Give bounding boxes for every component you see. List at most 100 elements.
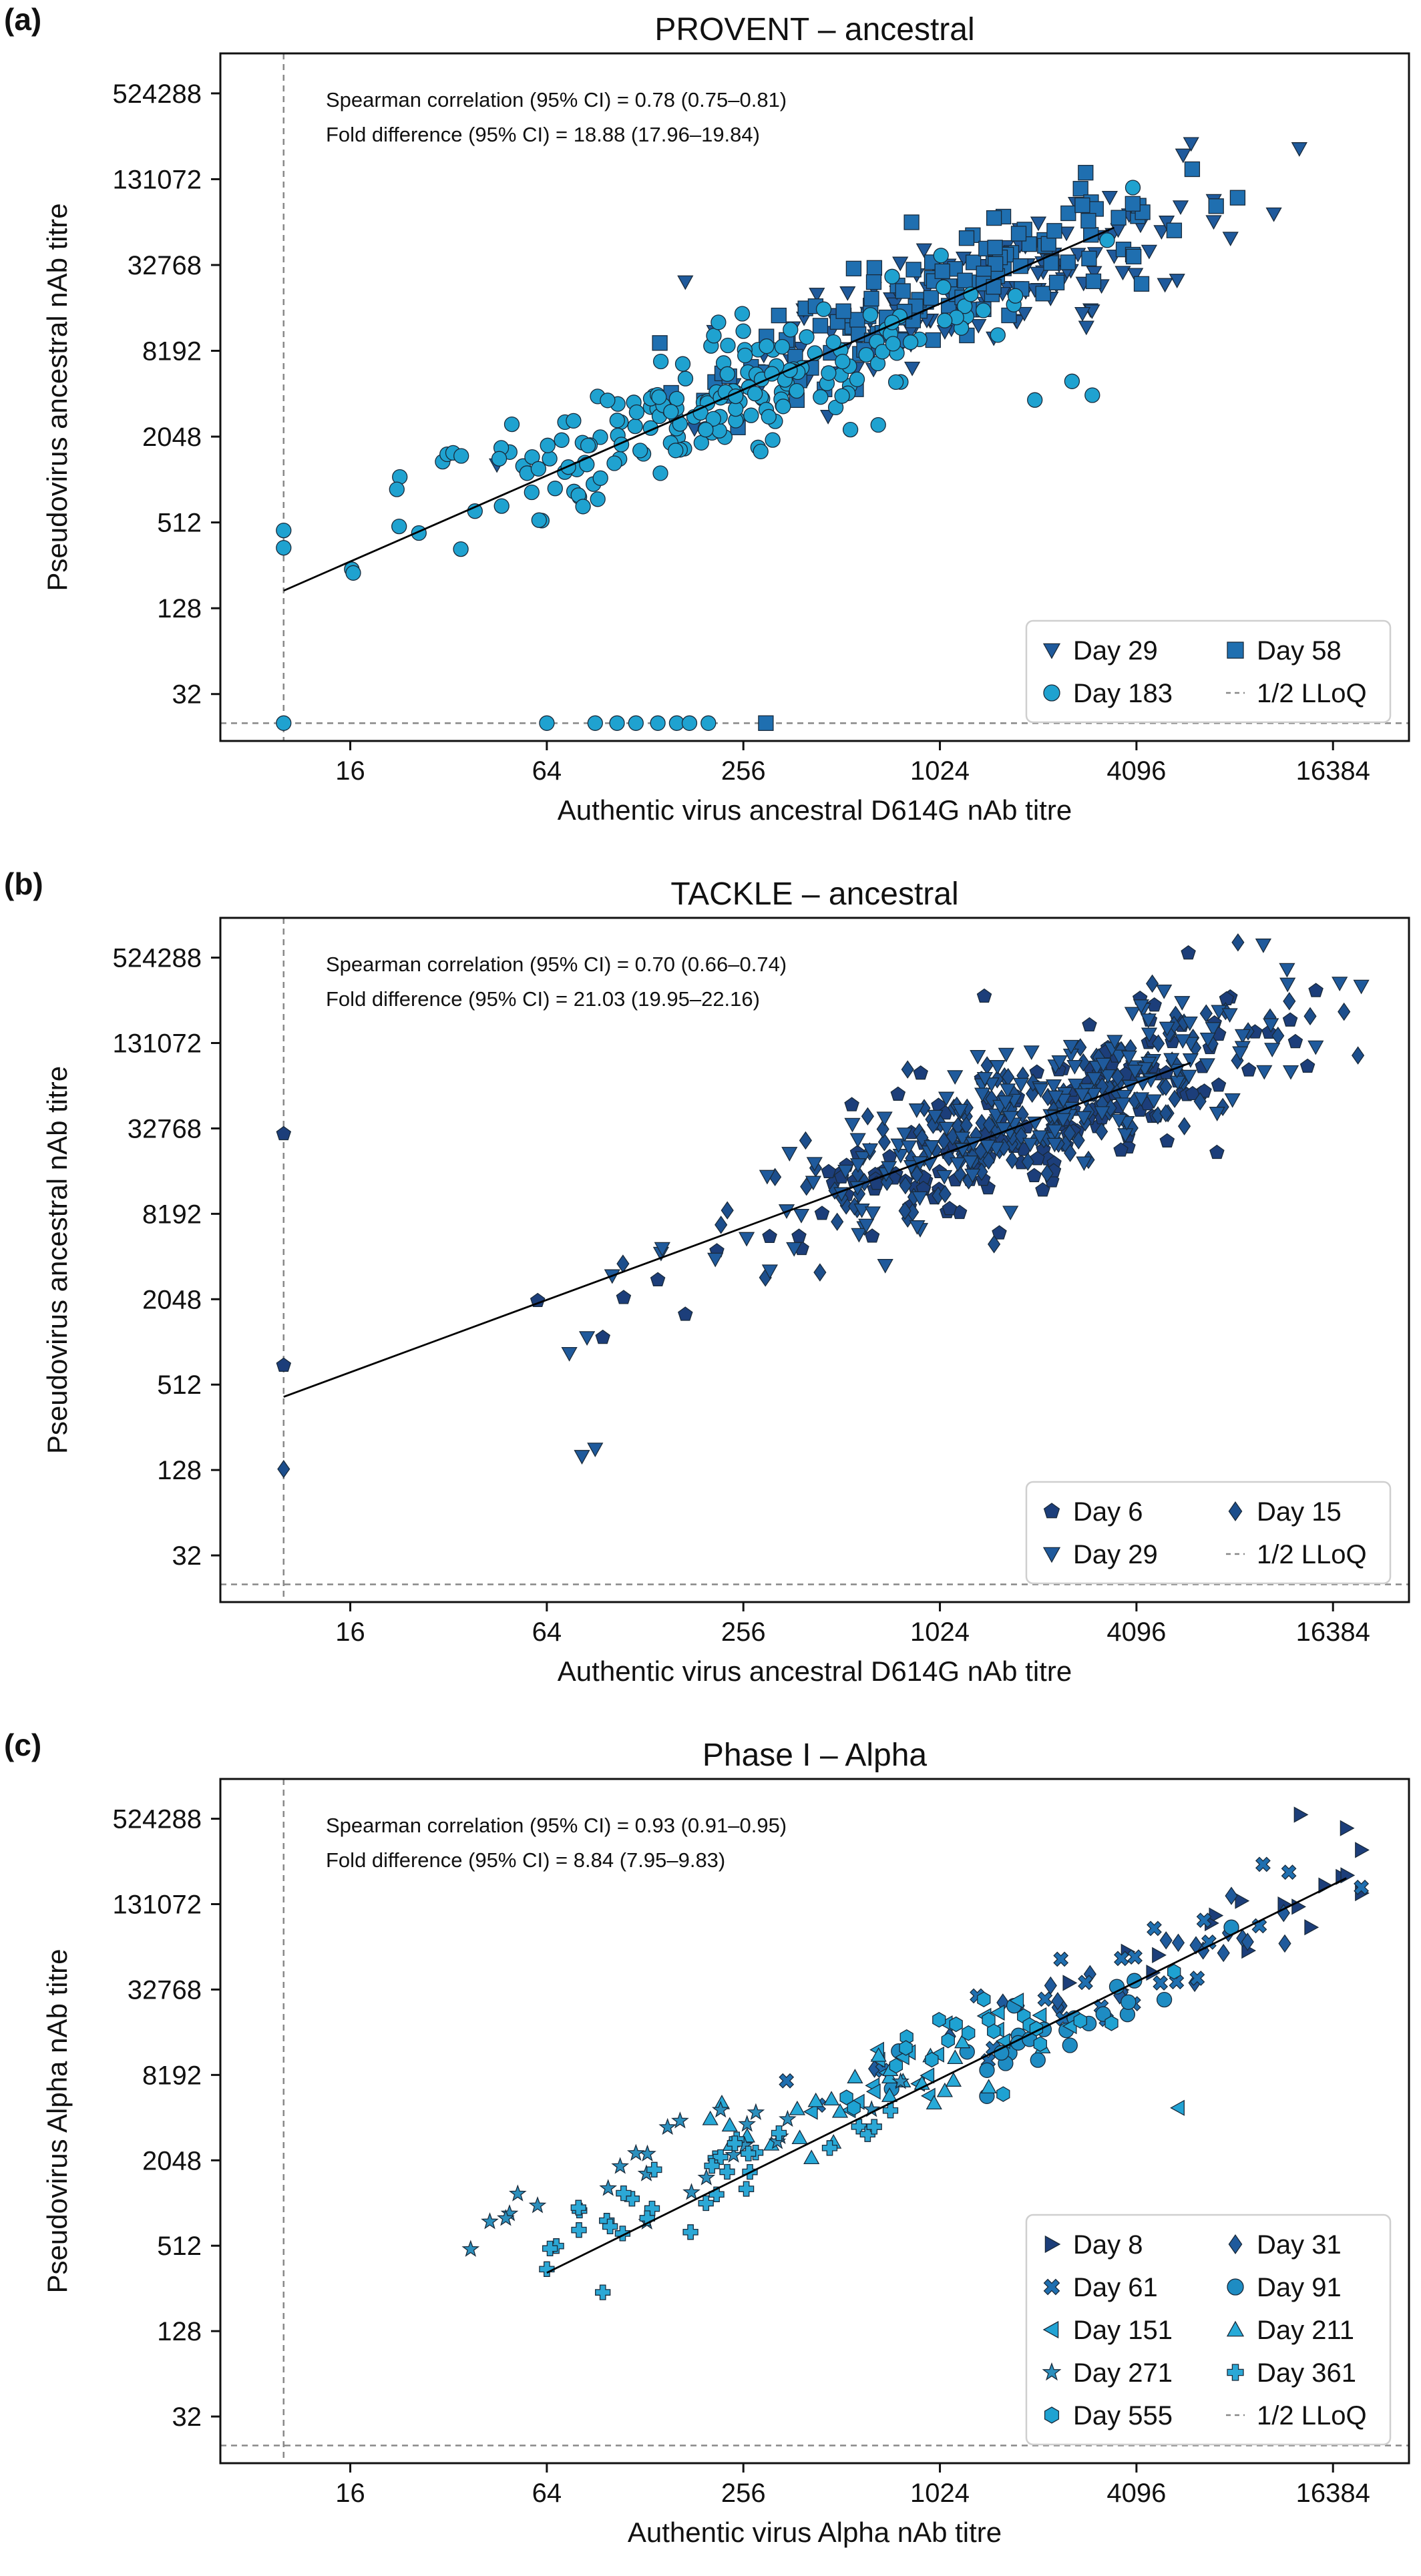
data-point (976, 1071, 994, 1087)
data-point (554, 432, 570, 448)
data-point (1181, 1069, 1197, 1085)
panel-3: (c) Phase I – Alpha 16 64 256 1024 4096 16384 32… (4, 1728, 1410, 2548)
data-point (651, 389, 667, 405)
data-point (1278, 1934, 1291, 1953)
data-point (1078, 1975, 1093, 1991)
stat-annotation: Fold difference (95% CI) = 8.84 (7.95–9.… (326, 1848, 725, 1872)
data-point (1095, 2006, 1111, 2022)
legend-label: Day 555 (1073, 2401, 1173, 2430)
data-point (681, 715, 698, 731)
data-point (1133, 276, 1150, 292)
data-point (925, 332, 941, 348)
data-point (1006, 1151, 1019, 1170)
data-point (677, 275, 694, 290)
data-point (1046, 1137, 1063, 1153)
y-axis-label: Pseudovirus ancestral nAb titre (41, 203, 73, 591)
data-point (874, 344, 891, 360)
y-axis-label: Pseudovirus Alpha nAb titre (41, 1949, 73, 2294)
data-point (839, 2089, 853, 2105)
data-point (895, 283, 911, 299)
data-point (1353, 979, 1370, 995)
data-point (775, 399, 791, 415)
data-point (1032, 2007, 1047, 2024)
data-point (905, 262, 922, 278)
data-point (1159, 1931, 1173, 1950)
data-point (861, 1143, 879, 1158)
x-tick-label: 4096 (1106, 2479, 1166, 2508)
data-point (706, 328, 722, 344)
data-point (870, 417, 886, 433)
data-point (779, 2073, 795, 2089)
legend-marker (1226, 2320, 1245, 2337)
data-point (1010, 226, 1027, 242)
data-point (899, 2040, 913, 2056)
data-point (932, 2012, 946, 2028)
data-point (870, 2047, 887, 2062)
data-point (1106, 1035, 1123, 1050)
series-day-555 (839, 1963, 1181, 2116)
data-point (1205, 215, 1222, 230)
y-tick-label: 32768 (128, 251, 202, 280)
data-point (938, 1184, 952, 1204)
legend-label: Day 29 (1073, 1540, 1158, 1569)
data-point (668, 443, 684, 459)
data-point (663, 404, 679, 420)
x-tick-label: 1024 (910, 2479, 970, 2508)
data-point (1080, 212, 1096, 229)
data-point (759, 338, 775, 354)
data-point (1125, 180, 1141, 196)
stat-annotation: Spearman correlation (95% CI) = 0.78 (0.… (326, 88, 787, 111)
legend-label: Day 29 (1073, 636, 1158, 666)
data-point (1046, 223, 1062, 239)
data-point (988, 1235, 1001, 1254)
data-point (976, 988, 992, 1003)
data-point (481, 2212, 499, 2230)
data-point (682, 2224, 698, 2240)
data-point (1127, 1949, 1143, 1965)
data-point (1114, 266, 1131, 281)
data-point (900, 1140, 918, 1155)
data-point (753, 443, 769, 460)
y-tick-label: 131072 (113, 165, 202, 194)
data-point (1338, 1002, 1351, 1021)
data-point (861, 1107, 874, 1126)
data-point (903, 214, 920, 230)
data-point (1355, 1842, 1370, 1858)
data-point (924, 1140, 940, 1155)
data-point (671, 2111, 689, 2129)
data-point (720, 337, 736, 354)
data-point (578, 1331, 596, 1346)
data-point (391, 518, 407, 535)
data-point (595, 2284, 611, 2300)
data-point (1229, 190, 1246, 206)
data-point (1166, 222, 1183, 238)
data-point (467, 503, 483, 519)
data-point (639, 2210, 655, 2226)
data-point (1152, 1034, 1165, 1053)
data-point (1159, 1103, 1173, 1123)
data-point (885, 336, 901, 352)
data-point (761, 409, 777, 425)
data-point (1159, 1133, 1175, 1147)
series-day-8 (1062, 1806, 1370, 1999)
data-point (1104, 2015, 1119, 2031)
data-point (1060, 254, 1076, 270)
data-point (999, 1083, 1016, 1099)
legend: Day 29 Day 58 Day 183 1/2 LLoQ (1025, 619, 1392, 724)
data-point (741, 2145, 757, 2161)
data-point (587, 1443, 604, 1458)
data-point (1045, 1079, 1062, 1094)
data-point (1205, 1022, 1221, 1037)
data-point (389, 481, 405, 497)
data-point (970, 1049, 986, 1065)
data-point (1085, 273, 1102, 290)
data-point (899, 1176, 912, 1195)
data-point (540, 437, 556, 453)
data-point (803, 2103, 818, 2120)
data-point (892, 1149, 909, 1164)
data-point (1062, 1975, 1078, 1991)
data-point (964, 1168, 981, 1184)
data-point (927, 1109, 944, 1125)
data-point (1078, 320, 1094, 336)
data-point (1224, 1093, 1241, 1108)
